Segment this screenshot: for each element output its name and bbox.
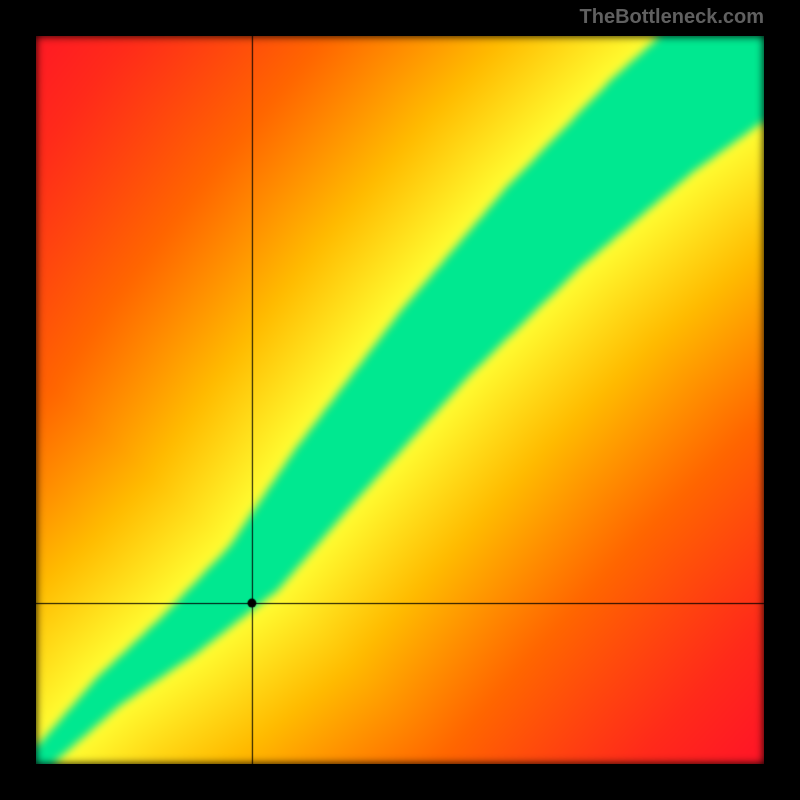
watermark-text: TheBottleneck.com [580, 6, 764, 29]
heatmap-canvas [36, 36, 764, 764]
heatmap-plot [36, 36, 764, 764]
chart-container: TheBottleneck.com [0, 0, 800, 800]
